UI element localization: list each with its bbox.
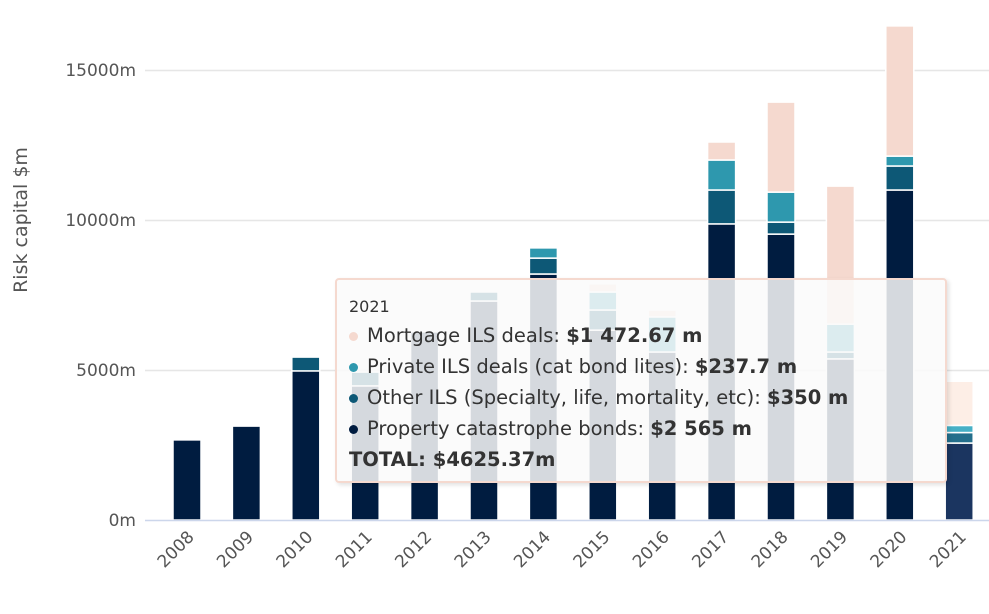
y-tick-label: 10000m [65,211,136,231]
tooltip: 2021 Mortgage ILS deals: $1 472.67 m Priv… [335,278,947,483]
bar-2017-series-3[interactable] [706,141,737,161]
bar-2021-series-2[interactable] [944,424,974,434]
x-tick-label: 2014 [510,527,555,572]
series-dot-icon [349,425,358,434]
bar-2021-series-0[interactable] [944,442,974,521]
x-tick-label: 2013 [451,527,496,572]
tooltip-row: Mortgage ILS deals: $1 472.67 m [349,320,933,351]
tooltip-total: TOTAL: $4625.37m [349,448,556,471]
y-tick-label: 0m [109,511,136,531]
tooltip-row-value: $350 m [767,386,849,409]
bar-2014-series-2[interactable] [528,247,559,259]
bar-2014-series-1[interactable] [528,257,559,275]
x-tick-label: 2008 [154,527,199,572]
bar-2017-series-1[interactable] [706,189,737,225]
tooltip-row-label: Mortgage ILS deals: [367,324,567,347]
tooltip-header: 2021 [349,297,390,316]
x-tick-label: 2012 [391,527,436,572]
bar-2009-series-0[interactable] [231,425,262,521]
bar-2010-series-1[interactable] [291,356,321,372]
tooltip-row-label: Private ILS deals (cat bond lites): [367,355,695,378]
x-tick-label: 2017 [688,527,733,572]
bar-2020-series-3[interactable] [885,25,915,157]
x-tick-label: 2016 [629,527,674,572]
y-tick-label: 15000m [65,61,136,81]
x-tick-label: 2010 [273,527,318,572]
series-dot-icon [349,363,358,372]
bar-2020-series-2[interactable] [885,155,915,167]
y-axis-title: Risk capital $m [10,147,32,293]
tooltip-row: Other ILS (Specialty, life, mortality, e… [349,382,933,413]
tooltip-row-value: $1 472.67 m [566,324,703,347]
x-tick-label: 2018 [748,527,793,572]
bar-2017-series-2[interactable] [706,159,737,191]
bar-2010-series-0[interactable] [291,370,321,521]
bar-2018-series-3[interactable] [766,101,796,193]
x-tick-label: 2020 [867,527,912,572]
tooltip-row: Private ILS deals (cat bond lites): $237… [349,351,933,382]
tooltip-row-label: Other ILS (Specialty, life, mortality, e… [367,386,767,409]
tooltip-row-label: Property catastrophe bonds: [367,417,651,440]
x-tick-label: 2011 [332,527,377,572]
bar-2020-series-1[interactable] [885,165,915,191]
series-dot-icon [349,394,358,403]
series-dot-icon [349,332,358,341]
x-tick-label: 2019 [807,527,852,572]
bar-2018-series-1[interactable] [766,221,796,235]
y-axis-ticks: 0m 5000m 10000m 15000m [65,61,136,531]
x-axis-ticks: 2008 2009 2010 2011 2012 2013 2014 2015 2016 2017… [154,527,971,572]
bar-2021-series-3[interactable] [944,380,974,427]
y-tick-label: 5000m [76,361,136,381]
tooltip-row-value: $2 565 m [650,417,752,440]
bar-2018-series-2[interactable] [766,191,796,223]
x-tick-label: 2021 [926,527,971,572]
x-tick-label: 2015 [570,527,615,572]
x-tick-label: 2009 [213,527,258,572]
bar-2008-series-0[interactable] [172,439,202,521]
tooltip-row-value: $237.7 m [694,355,798,378]
bar-2021-series-1[interactable] [944,431,974,444]
tooltip-row: Property catastrophe bonds: $2 565 m [349,413,933,444]
